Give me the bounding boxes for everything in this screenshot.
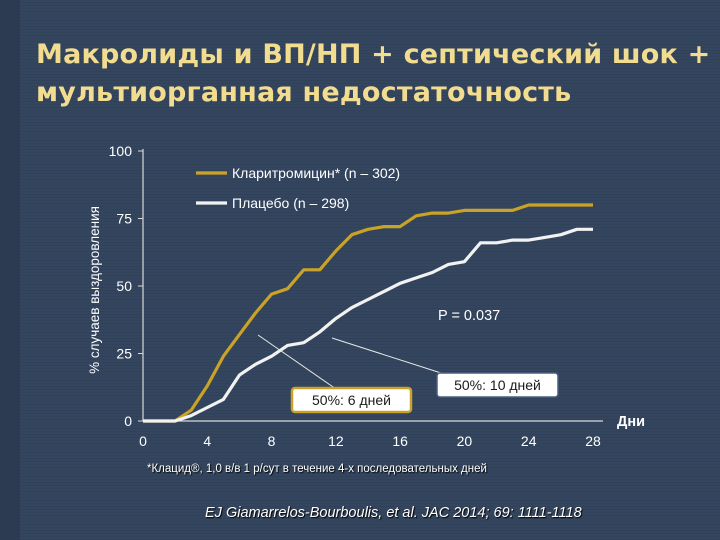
y-tick-label: 50 [116, 278, 132, 294]
slide-title: Макролиды и ВП/НП + септический шок + му… [36, 36, 711, 112]
y-tick-label: 75 [116, 211, 132, 227]
slide-title-line-1: Макролиды и ВП/НП + септический шок + [36, 39, 711, 70]
x-tick-label: 24 [521, 433, 537, 449]
x-tick-label: 16 [392, 433, 408, 449]
slide-title-line-2: мультиорганная недостаточность [36, 77, 572, 108]
median-placebo-box [436, 372, 559, 398]
x-axis-label: Дни [617, 414, 645, 430]
p-value-label: P = 0.037 [438, 308, 500, 324]
chart-legend: Кларитромицин* (n – 302) Плацебо (n – 298… [196, 165, 400, 211]
left-accent-bar [0, 0, 20, 540]
median-clarithromycin-pointer [257, 334, 337, 390]
y-tick-label: 100 [109, 143, 133, 159]
y-axis-label: % случаев выздоровления [87, 206, 102, 374]
chart-axes: 0 25 50 75 100 0 4 8 12 16 20 24 28 Дни % случаев вызд… [87, 143, 645, 449]
x-tick-label: 20 [457, 433, 473, 449]
chart-annotations: P = 0.037 50%: 6 дней 50%: 10 дней [257, 308, 559, 414]
y-tick-label: 0 [124, 413, 132, 429]
x-tick-label: 4 [203, 433, 211, 449]
citation: EJ Giamarrelos-Bourboulis, et al. JAC 20… [205, 505, 582, 521]
legend-label-placebo: Плацебо (n – 298) [232, 195, 349, 211]
x-tick-label: 8 [268, 433, 276, 449]
series-line-placebo [143, 227, 593, 423]
y-tick-label: 25 [116, 346, 132, 362]
median-placebo-label: 50%: 10 дней [454, 377, 541, 393]
median-clarithromycin-label: 50%: 6 дней [312, 392, 391, 408]
chart-series-layer [143, 203, 593, 423]
x-tick-label: 12 [328, 433, 344, 449]
x-tick-label: 28 [585, 433, 601, 449]
series-line-clarithromycin [143, 203, 593, 423]
median-clarithromycin-box [290, 386, 413, 414]
x-tick-label: 0 [139, 433, 147, 449]
median-placebo-pointer [331, 337, 442, 374]
legend-label-clarithromycin: Кларитромицин* (n – 302) [232, 165, 400, 181]
footnote: *Клацид®, 1,0 в/в 1 р/сут в течение 4-х … [147, 463, 487, 475]
